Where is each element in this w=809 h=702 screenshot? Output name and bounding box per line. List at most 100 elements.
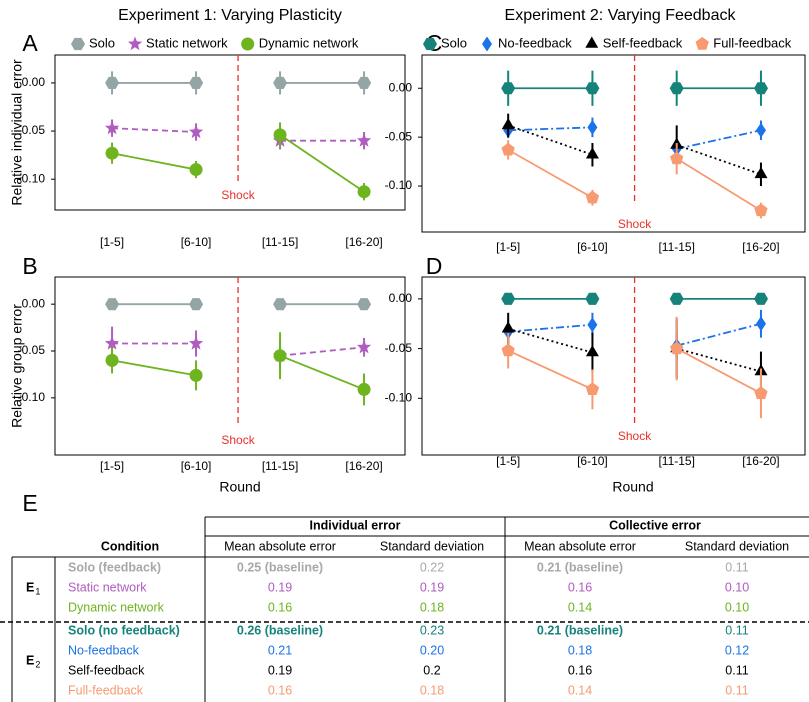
series-line bbox=[676, 144, 762, 176]
table-cell: 0.2 bbox=[423, 663, 440, 677]
marker bbox=[189, 76, 204, 89]
marker bbox=[71, 37, 85, 51]
marker bbox=[356, 133, 372, 147]
marker bbox=[585, 147, 599, 159]
marker bbox=[357, 298, 372, 311]
chart-panel: D 0.00 -0.05 -0.10 [1-5] [6-10] [11-15] [16-20]… bbox=[385, 253, 806, 495]
y-axis-title: Relative group error bbox=[9, 304, 25, 428]
marker bbox=[754, 166, 768, 179]
table-cell: Solo (feedback) bbox=[68, 560, 161, 574]
marker bbox=[188, 336, 204, 350]
marker bbox=[105, 76, 120, 89]
table-cell: 0.26 (baseline) bbox=[237, 623, 323, 637]
marker bbox=[587, 119, 598, 135]
marker bbox=[357, 382, 371, 396]
y-tick-label: -0.10 bbox=[18, 171, 46, 185]
shock-label: Shock bbox=[618, 217, 652, 231]
table-cell: 0.11 bbox=[725, 683, 748, 697]
series-line bbox=[508, 323, 593, 333]
series-line bbox=[507, 149, 593, 199]
table-cell: Solo (no feedback) bbox=[68, 623, 180, 637]
marker bbox=[482, 36, 492, 52]
marker bbox=[585, 382, 600, 395]
marker bbox=[423, 37, 437, 51]
marker bbox=[104, 336, 120, 350]
series-line bbox=[111, 359, 197, 377]
table-cell: Dynamic network bbox=[68, 600, 165, 614]
marker bbox=[585, 36, 599, 48]
chart-panel: C0.00-0.05-0.10[1-5][6-10][11-15][16-20]… bbox=[385, 30, 806, 254]
table-cell: 0.22 bbox=[420, 560, 444, 574]
table-cell: 0.12 bbox=[725, 643, 749, 657]
table-cell: 0.21 (baseline) bbox=[537, 623, 623, 637]
x-tick-label: [1-5] bbox=[496, 454, 520, 468]
marker bbox=[754, 82, 768, 95]
table-cell: 0.10 bbox=[725, 580, 749, 594]
series-line bbox=[676, 347, 762, 395]
series-line bbox=[676, 129, 762, 150]
column-header: Condition bbox=[101, 539, 159, 553]
series-line bbox=[279, 354, 365, 391]
table-cell: No-feedback bbox=[68, 643, 140, 657]
y-tick-label: -0.05 bbox=[18, 343, 46, 357]
series-line bbox=[112, 127, 197, 133]
marker bbox=[756, 316, 766, 332]
table-cell: Self-feedback bbox=[68, 663, 145, 677]
x-tick-label: [1-5] bbox=[100, 235, 124, 249]
series-line bbox=[676, 322, 762, 347]
table-cell: 0.18 bbox=[420, 600, 444, 614]
x-tick-label: [16-20] bbox=[345, 459, 382, 473]
marker bbox=[501, 82, 516, 95]
legend-label: Static network bbox=[146, 35, 228, 50]
marker bbox=[501, 343, 515, 357]
section-label: E bbox=[26, 580, 34, 594]
series-line bbox=[279, 346, 365, 357]
table-cell: 0.21 (baseline) bbox=[537, 560, 623, 574]
table-cell: 0.11 bbox=[725, 560, 748, 574]
table-cell: 0.21 bbox=[268, 643, 292, 657]
panel-letter: B bbox=[22, 253, 37, 279]
series-line bbox=[507, 349, 593, 391]
series-line bbox=[508, 126, 593, 132]
heading: Experiment 2: Varying Feedback bbox=[505, 7, 737, 24]
panel-letter: E bbox=[22, 490, 37, 516]
table-cell: 0.19 bbox=[420, 580, 444, 594]
y-axis-title: Relative individual error bbox=[9, 59, 25, 206]
marker bbox=[189, 298, 204, 311]
marker bbox=[356, 339, 372, 354]
marker bbox=[669, 292, 684, 305]
group-header: Individual error bbox=[310, 518, 401, 532]
x-tick-label: [11-15] bbox=[658, 454, 694, 468]
x-tick-label: [6-10] bbox=[181, 459, 212, 473]
x-tick-label: [11-15] bbox=[262, 459, 298, 473]
marker bbox=[105, 146, 119, 160]
y-tick-label: -0.05 bbox=[385, 341, 413, 355]
x-tick-label: [16-20] bbox=[742, 454, 779, 468]
x-tick-label: [6-10] bbox=[181, 235, 212, 249]
table-cell: 0.23 bbox=[420, 623, 444, 637]
series-line bbox=[676, 347, 762, 373]
panel-letter: D bbox=[426, 253, 443, 279]
chart-panel: B 0.00 -0.05 -0.10 [1-5] [6-10] [11-15] [16-20]… bbox=[9, 253, 406, 495]
marker bbox=[189, 368, 203, 382]
marker bbox=[104, 120, 120, 135]
table-cell: 0.10 bbox=[725, 600, 749, 614]
legend-label: Self-feedback bbox=[603, 35, 683, 50]
shock-label: Shock bbox=[221, 433, 255, 447]
x-axis-title: Round bbox=[612, 479, 653, 495]
series-line bbox=[676, 157, 762, 212]
table-cell: 0.16 bbox=[268, 683, 292, 697]
section-sub: 2 bbox=[35, 659, 40, 669]
series-line bbox=[507, 327, 593, 354]
marker bbox=[585, 190, 600, 204]
marker bbox=[357, 76, 372, 89]
table-cell: Static network bbox=[68, 580, 147, 594]
legend-label: Dynamic network bbox=[259, 35, 359, 50]
table-cell: 0.20 bbox=[420, 643, 444, 657]
shock-label: Shock bbox=[221, 188, 255, 202]
table-cell: 0.19 bbox=[268, 663, 292, 677]
group-header: Collective error bbox=[609, 518, 701, 532]
marker bbox=[273, 349, 287, 363]
marker bbox=[501, 321, 515, 333]
